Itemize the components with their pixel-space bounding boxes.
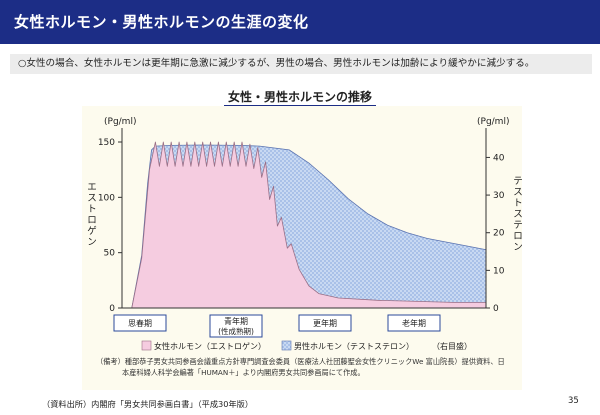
right-tick-label: 10 [493, 266, 505, 276]
chart-title-text: 女性・男性ホルモンの推移 [223, 90, 376, 107]
left-tick-label: 50 [104, 249, 116, 259]
left-axis-label: エストロゲン [87, 182, 97, 248]
summary-text: ○女性の場合、女性ホルモンは更年期に急激に減少するが、男性の場合、男性ホルモンは… [10, 54, 592, 74]
source-citation: （資料出所）内閣府「男女共同参画白書」（平成30年版） [42, 399, 254, 409]
stage-box [387, 314, 441, 332]
stage-box [298, 314, 352, 332]
right-tick-label: 20 [493, 229, 505, 239]
stage-box [209, 314, 263, 338]
legend-label-estrogen: 女性ホルモン（エストロゲン） [154, 341, 266, 351]
legend-right-scale-note: （右目盛） [432, 341, 472, 351]
stage-label: 思春期 [128, 318, 152, 328]
left-tick-label: 0 [109, 304, 115, 314]
left-tick-label: 150 [98, 138, 115, 148]
right-tick-label: 30 [493, 191, 505, 201]
left-tick-label: 100 [98, 193, 115, 203]
stage-sublabel: (性成熟期) [218, 326, 254, 336]
right-tick-label: 40 [493, 153, 505, 163]
right-axis-label: テストステロン [513, 176, 523, 253]
estrogen-area [121, 141, 487, 309]
stage-label: 青年期 [224, 316, 248, 326]
stage-label: 老年期 [402, 318, 426, 328]
stage-box [113, 314, 167, 332]
header-bar: 女性ホルモン・男性ホルモンの生涯の変化 [0, 0, 600, 44]
note-line-2: 本産科婦人科学会編著「HUMAN＋」より内閣府男女共同参画局にて作成。 [122, 368, 365, 377]
right-axis-unit: (Pg/ml) [477, 117, 509, 127]
left-axis-unit: (Pg/ml) [104, 117, 136, 127]
stage-label: 更年期 [313, 318, 337, 328]
legend-swatch-estrogen [141, 340, 152, 351]
chart-title: 女性・男性ホルモンの推移 [0, 88, 600, 107]
right-tick-label: 0 [493, 304, 499, 314]
legend-swatch-testosterone [281, 340, 292, 351]
note-line-1: （備考）種部恭子男女共同参画会議重点方針専門調査会委員（医療法人社団藤聖会女性ク… [96, 357, 505, 366]
page-number: 35 [568, 396, 579, 406]
legend-label-testosterone: 男性ホルモン（テストステロン） [294, 341, 414, 351]
chart-notes: （備考）種部恭子男女共同参画会議重点方針専門調査会委員（医療法人社団藤聖会女性ク… [96, 356, 536, 378]
page-title: 女性ホルモン・男性ホルモンの生涯の変化 [14, 13, 309, 31]
